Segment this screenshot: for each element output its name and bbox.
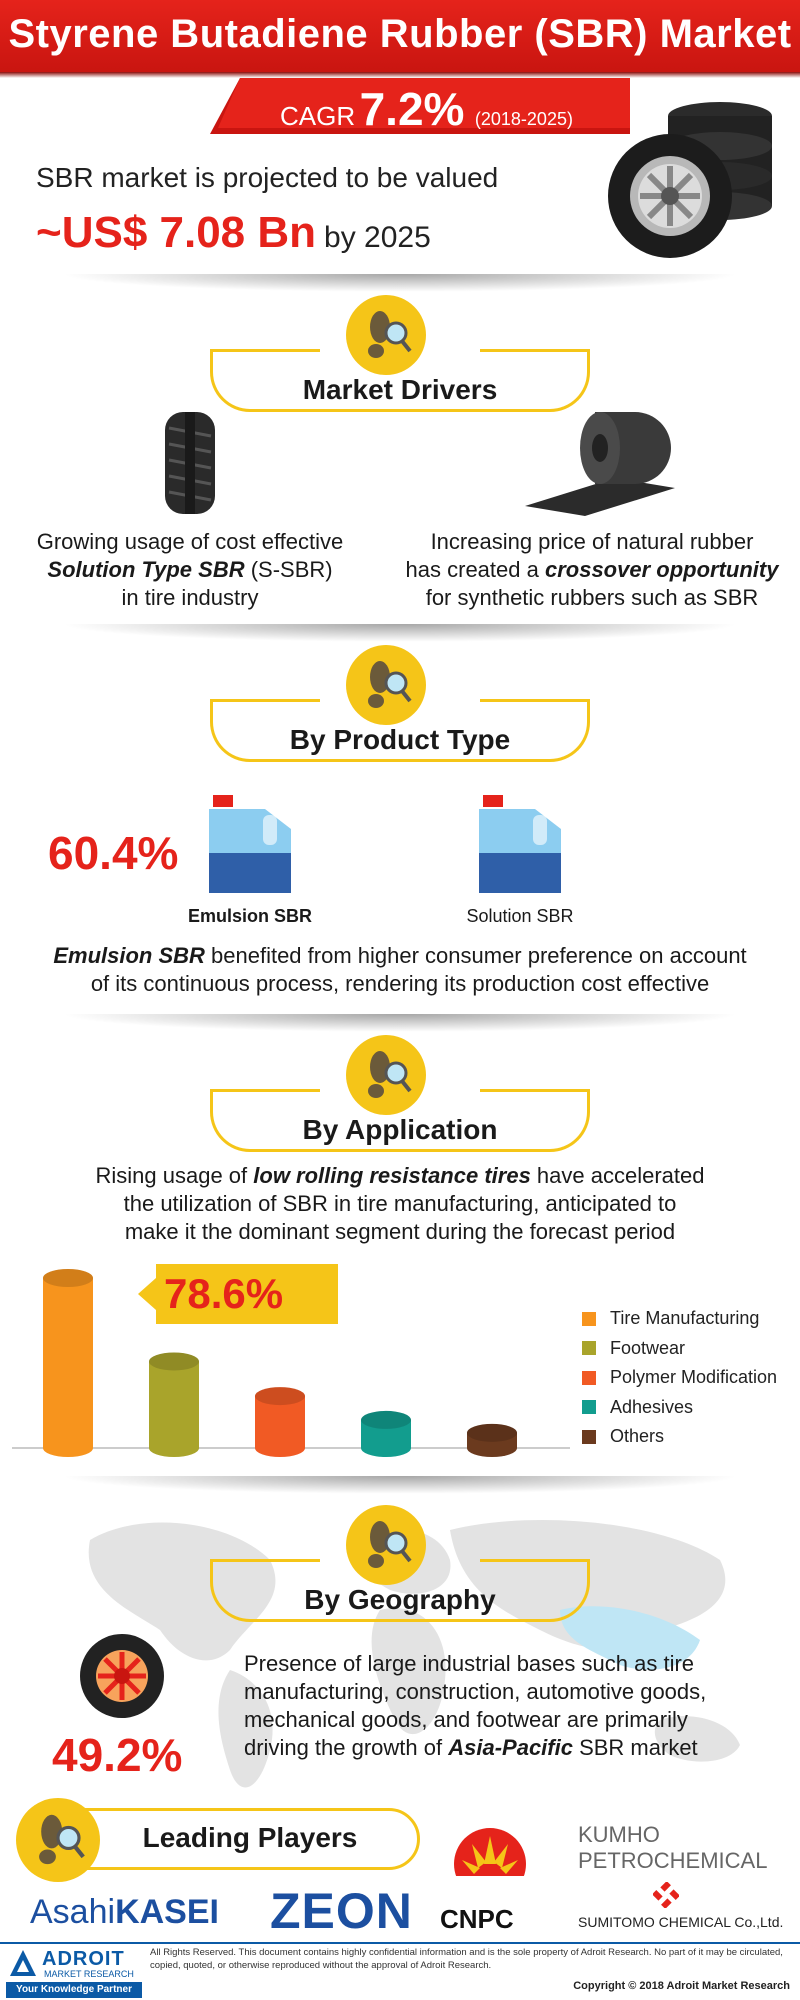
footer-divider bbox=[0, 1942, 800, 1944]
adroit-logo-icon bbox=[10, 1950, 36, 1976]
page-title: Styrene Butadiene Rubber (SBR) Market bbox=[8, 12, 792, 56]
footprint-magnifier-icon bbox=[346, 645, 426, 725]
legend-swatch bbox=[582, 1400, 596, 1415]
section-title-market-drivers: Market Drivers bbox=[302, 374, 498, 405]
bar-adhesives bbox=[361, 1410, 411, 1457]
adroit-tagline: Your Knowledge Partner bbox=[6, 1982, 142, 1998]
legend-label: Footwear bbox=[610, 1337, 686, 1358]
legend-item: Tire Manufacturing bbox=[582, 1304, 777, 1334]
emulsion-share: 60.4% bbox=[48, 827, 179, 879]
asahi-kasei-logo: AsahiKASEI bbox=[30, 1893, 219, 1931]
header-banner bbox=[0, 0, 800, 72]
footer-notice: All Rights Reserved. This document conta… bbox=[150, 1947, 783, 1971]
tire-icon bbox=[165, 412, 215, 514]
footprint-magnifier-icon bbox=[16, 1798, 100, 1882]
bar-polymer-modification bbox=[255, 1387, 305, 1457]
cagr-value: 7.2% bbox=[359, 83, 465, 135]
application-description: Rising usage of low rolling resistance t… bbox=[95, 1163, 705, 1244]
projection-text: SBR market is projected to be valued bbox=[36, 162, 499, 193]
emulsion-label: Emulsion SBR bbox=[187, 906, 312, 926]
solution-label: Solution SBR bbox=[466, 906, 574, 926]
section-title-application: By Application bbox=[302, 1114, 498, 1145]
kumho-logo: KUMHO PETROCHEMICAL bbox=[578, 1822, 768, 1873]
projection-suffix: by 2025 bbox=[324, 221, 431, 254]
footprint-magnifier-icon bbox=[346, 1505, 426, 1585]
bar-tire-manufacturing bbox=[43, 1269, 93, 1457]
section-title-geography: By Geography bbox=[304, 1584, 496, 1615]
geography-description: Presence of large industrial bases such … bbox=[244, 1651, 707, 1760]
legend-label: Others bbox=[610, 1426, 665, 1447]
cnpc-emblem-icon bbox=[452, 1828, 528, 1902]
wheel-icon bbox=[80, 1634, 164, 1718]
legend-label: Adhesives bbox=[610, 1396, 694, 1417]
sumitomo-logo: SUMITOMO CHEMICAL Co.,Ltd. bbox=[578, 1914, 784, 1930]
tire-stack-image bbox=[608, 102, 772, 258]
projection-value: ~US$ 7.08 Bn bbox=[36, 208, 317, 257]
zeon-logo: ZEON bbox=[270, 1883, 413, 1939]
divider bbox=[60, 1476, 740, 1494]
driver-right-text: Increasing price of natural rubber has c… bbox=[405, 529, 779, 610]
driver-left-text: Growing usage of cost effective Solution… bbox=[36, 529, 344, 610]
section-frame bbox=[210, 349, 590, 412]
cagr-badge: CAGR 7.2% (2018-2025) bbox=[210, 78, 630, 135]
legend-swatch bbox=[582, 1370, 596, 1385]
footer-copyright: Copyright © 2018 Adroit Market Research bbox=[573, 1980, 790, 1992]
legend-label: Tire Manufacturing bbox=[610, 1308, 760, 1329]
bar-others bbox=[467, 1423, 517, 1457]
projection-value-line: ~US$ 7.08 Bn by 2025 bbox=[36, 208, 431, 258]
legend-item: Footwear bbox=[582, 1334, 777, 1364]
legend-swatch bbox=[582, 1341, 596, 1356]
section-frame bbox=[210, 699, 590, 762]
legend-item: Others bbox=[582, 1422, 777, 1452]
cnpc-logo: CNPC bbox=[440, 1904, 514, 1934]
asia-pacific-share: 49.2% bbox=[52, 1729, 183, 1781]
footprint-magnifier-icon bbox=[346, 1035, 426, 1115]
application-bar-chart bbox=[12, 1269, 570, 1457]
product-type-description: Emulsion SBR benefited from higher consu… bbox=[53, 943, 747, 996]
section-title-leading-players: Leading Players bbox=[142, 1822, 358, 1853]
emulsion-container-icon bbox=[209, 795, 291, 893]
legend-swatch bbox=[582, 1429, 596, 1444]
section-frame bbox=[210, 1559, 590, 1622]
legend-item: Adhesives bbox=[582, 1393, 777, 1423]
sumitomo-emblem-icon bbox=[653, 1882, 679, 1908]
section-frame bbox=[210, 1089, 590, 1152]
cagr-years: (2018-2025) bbox=[474, 109, 573, 129]
adroit-brand: ADROIT bbox=[42, 1948, 125, 1970]
rubber-roll-icon bbox=[525, 412, 675, 516]
legend-label: Polymer Modification bbox=[610, 1367, 778, 1388]
divider bbox=[60, 624, 740, 642]
solution-container-icon bbox=[479, 795, 561, 893]
legend-swatch bbox=[582, 1311, 596, 1326]
bar-footwear bbox=[149, 1352, 199, 1457]
section-title-product-type: By Product Type bbox=[289, 724, 511, 755]
chart-legend: Tire Manufacturing Footwear Polymer Modifi… bbox=[582, 1304, 777, 1452]
adroit-brand-sub: MARKET RESEARCH bbox=[44, 1969, 134, 1979]
cagr-label: CAGR bbox=[280, 101, 356, 131]
footprint-magnifier-icon bbox=[346, 295, 426, 375]
divider bbox=[60, 1014, 740, 1032]
header-shadow bbox=[0, 72, 800, 78]
legend-item: Polymer Modification bbox=[582, 1363, 777, 1393]
divider bbox=[60, 274, 740, 292]
application-callout: 78.6% bbox=[138, 1264, 338, 1324]
application-callout-value: 78.6% bbox=[164, 1270, 284, 1317]
